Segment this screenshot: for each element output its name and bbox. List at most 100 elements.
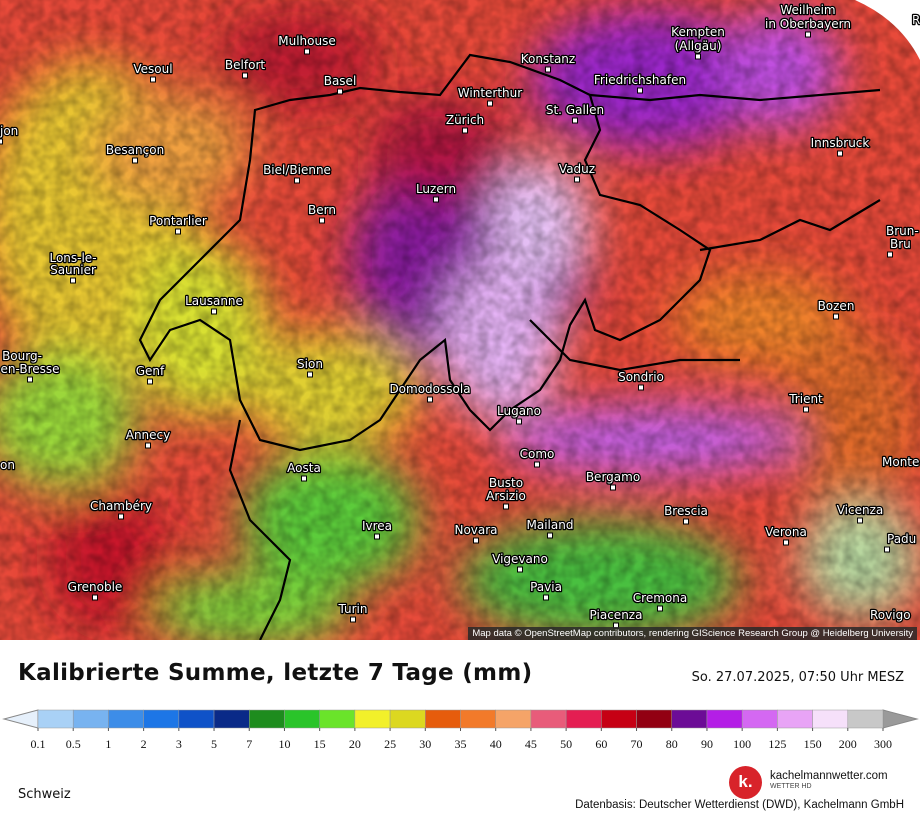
legend-swatch <box>178 709 215 729</box>
city-label: Piacenza <box>590 608 643 622</box>
legend-label: 0.5 <box>66 737 81 751</box>
legend-swatch <box>37 709 74 729</box>
city-marker <box>350 616 356 623</box>
legend-swatch <box>108 709 144 729</box>
legend-under <box>2 709 39 729</box>
city-label: Turin <box>338 602 368 616</box>
city-marker <box>833 313 839 320</box>
city-label: Genf <box>136 364 165 378</box>
city-marker <box>545 66 551 73</box>
legend-swatch <box>425 709 461 729</box>
legend-label: 30 <box>419 737 431 751</box>
legend-swatch <box>460 709 496 729</box>
legend-label: 80 <box>666 737 678 751</box>
legend-swatch <box>812 709 849 729</box>
city-label: Vesoul <box>133 62 172 76</box>
city-marker <box>147 378 153 385</box>
legend-label: 25 <box>384 737 396 751</box>
city-marker <box>857 517 863 524</box>
legend-swatch <box>636 709 673 729</box>
legend-label: 20 <box>349 737 361 751</box>
city-label: Lugano <box>497 404 541 418</box>
city-marker <box>301 475 307 482</box>
legend-label: 0.1 <box>31 737 46 751</box>
legend-swatch <box>530 709 567 729</box>
city-label: Innsbruck <box>811 136 870 150</box>
city-marker <box>462 127 468 134</box>
city-label: Vicenza <box>837 503 884 517</box>
legend-swatch <box>495 709 532 729</box>
city-label: Vaduz <box>559 162 595 176</box>
city-marker <box>574 176 580 183</box>
legend-label: 40 <box>490 737 502 751</box>
city-label: Bozen <box>818 299 855 313</box>
city-label: Aosta <box>287 461 321 475</box>
legend-swatch <box>72 709 109 729</box>
legend-label: 7 <box>246 737 252 751</box>
data-source: Datenbasis: Deutscher Wetterdienst (DWD)… <box>575 799 904 811</box>
city-label: Annecy <box>126 428 171 442</box>
legend-label: 60 <box>595 737 607 751</box>
city-label: Rovigo <box>870 608 911 622</box>
city-label: Sondrio <box>618 370 664 384</box>
legend-label: 90 <box>701 737 713 751</box>
legend-label: 200 <box>839 737 857 751</box>
city-label: Biel/Bienne <box>263 163 331 177</box>
city-marker <box>211 308 217 315</box>
city-label: Saunier <box>50 263 96 277</box>
map-title: Kalibrierte Summe, letzte 7 Tage (mm) <box>18 660 533 686</box>
city-marker <box>70 277 76 284</box>
legend-label: 10 <box>278 737 290 751</box>
city-marker <box>0 138 3 145</box>
city-label: Luzern <box>416 182 456 196</box>
city-marker <box>473 537 479 544</box>
city-label: Lons-le- <box>49 251 96 265</box>
city-marker <box>803 406 809 413</box>
city-marker <box>92 594 98 601</box>
legend-label: 1 <box>105 737 111 751</box>
legend-label: 2 <box>141 737 147 751</box>
city-marker <box>657 605 663 612</box>
city-marker <box>337 88 343 95</box>
city-marker <box>805 31 811 38</box>
city-label: Weilheim <box>780 3 835 17</box>
legend-label: 3 <box>176 737 182 751</box>
city-label: St. Gallen <box>546 103 604 117</box>
legend-swatch <box>143 709 180 729</box>
city-marker <box>118 513 124 520</box>
legend-swatch <box>706 709 743 729</box>
city-marker <box>307 371 313 378</box>
region-label: Schweiz <box>18 787 71 802</box>
city-label: Arsizio <box>486 489 526 503</box>
city-label: Monte <box>882 455 919 469</box>
city-label: Brescia <box>664 504 708 518</box>
city-marker <box>242 72 248 79</box>
city-label: Mailand <box>527 518 574 532</box>
legend-swatch <box>389 709 426 729</box>
timestamp: So. 27.07.2025, 07:50 Uhr MESZ <box>691 670 904 685</box>
city-marker <box>433 196 439 203</box>
legend-label: 150 <box>804 737 822 751</box>
legend-label: 5 <box>211 737 217 751</box>
city-label: Winterthur <box>458 86 522 100</box>
city-marker <box>837 150 843 157</box>
city-marker <box>610 484 616 491</box>
city-marker <box>516 418 522 425</box>
city-label: en-Bresse <box>0 362 59 376</box>
city-marker <box>547 532 553 539</box>
city-marker <box>487 100 493 107</box>
city-marker <box>543 594 549 601</box>
city-label: Besançon <box>106 143 164 157</box>
city-marker <box>887 251 893 258</box>
city-label: Bergamo <box>586 470 640 484</box>
city-label: Bourg- <box>2 349 42 363</box>
legend-label: 45 <box>525 737 537 751</box>
legend-swatch <box>671 709 708 729</box>
city-marker <box>150 76 156 83</box>
legend-swatch <box>601 709 637 729</box>
city-label: Pavia <box>530 580 562 594</box>
city-label: Como <box>520 447 555 461</box>
city-label: Lausanne <box>185 294 243 308</box>
